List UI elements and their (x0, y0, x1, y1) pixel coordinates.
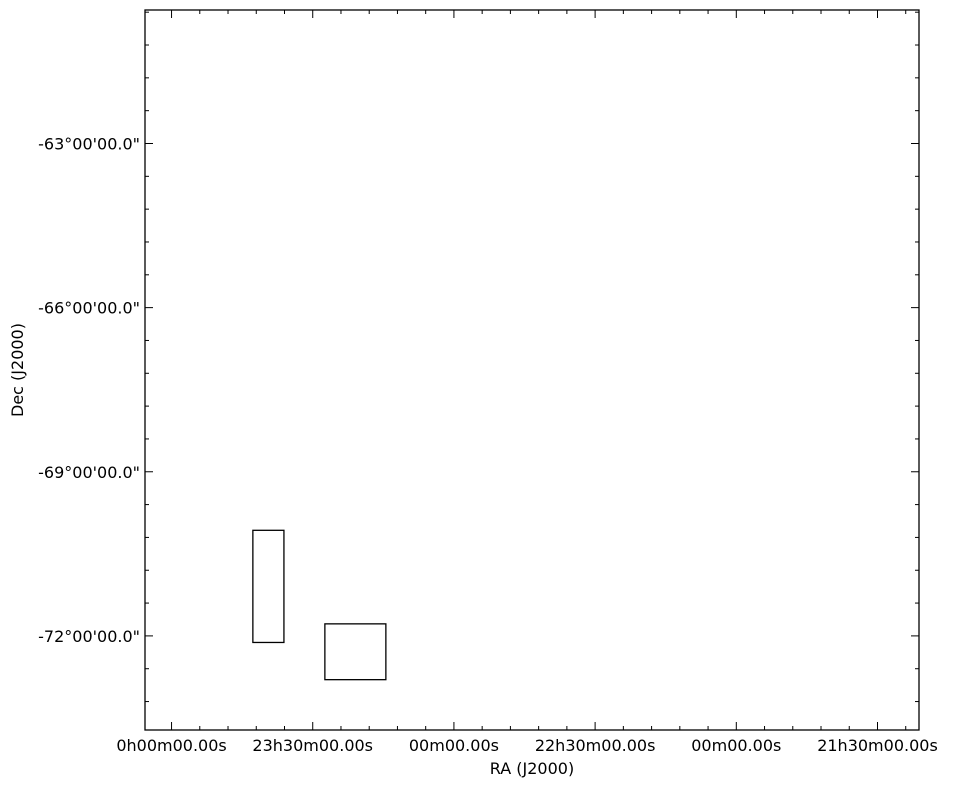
x-tick-label: 23h30m00.00s (252, 736, 373, 755)
x-axis-label: RA (J2000) (490, 759, 574, 778)
plot-area (144, 9, 920, 731)
region-box (324, 623, 387, 681)
x-tick-label: 00m00.00s (409, 736, 499, 755)
x-tick-label: 00m00.00s (691, 736, 781, 755)
y-tick-label: -69°00'00.0" (38, 463, 140, 482)
x-tick-labels: 0h00m00.00s 23h30m00.00s 00m00.00s 22h30m00… (116, 736, 937, 755)
minor-ticks (145, 10, 919, 730)
regions (252, 529, 387, 681)
y-axis-label: Dec (J2000) (8, 323, 27, 417)
region-box (252, 529, 285, 644)
y-tick-label: -72°00'00.0" (38, 627, 140, 646)
y-tick-labels: -63°00'00.0" -66°00'00.0" -69°00'00.0" -72°… (38, 134, 140, 645)
major-ticks (145, 10, 919, 730)
x-tick-label: 21h30m00.00s (817, 736, 938, 755)
y-tick-label: -63°00'00.0" (38, 134, 140, 153)
x-tick-label: 22h30m00.00s (535, 736, 656, 755)
x-tick-label: 0h00m00.00s (116, 736, 226, 755)
y-tick-label: -66°00'00.0" (38, 299, 140, 318)
